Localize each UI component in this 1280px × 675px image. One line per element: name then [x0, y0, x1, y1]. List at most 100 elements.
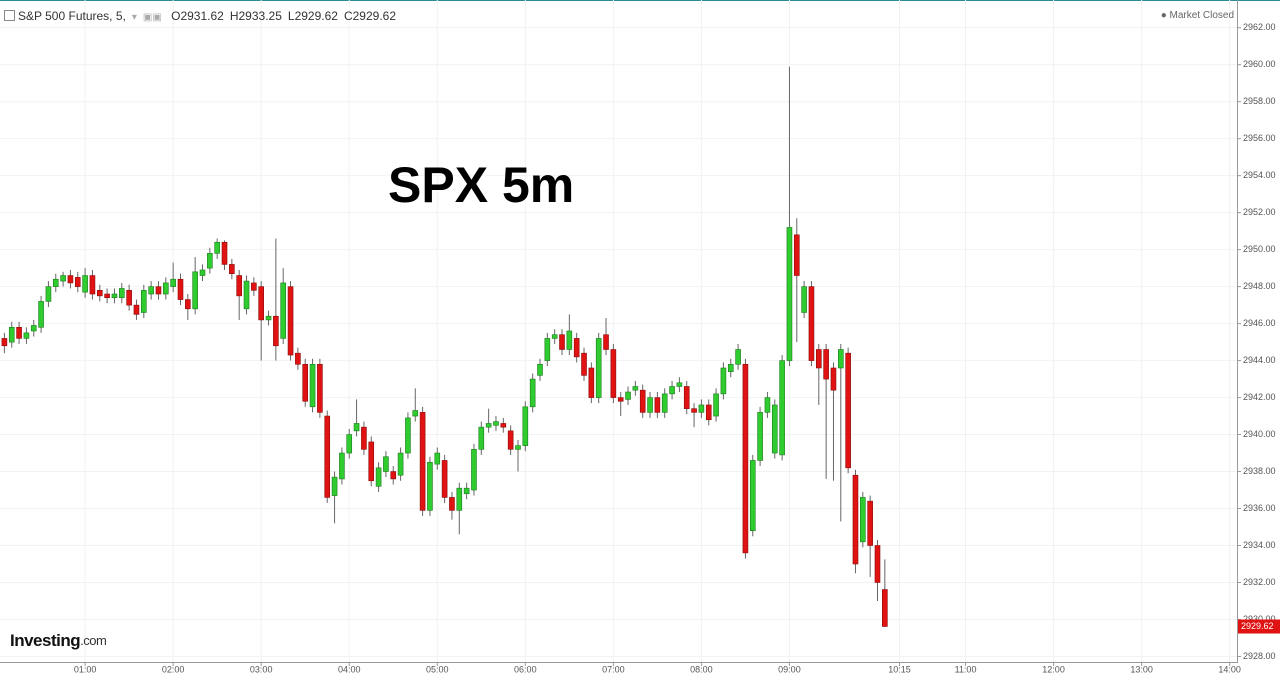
- y-tick-label: 2930.00: [1243, 614, 1276, 624]
- x-tick-label: 04:00: [338, 664, 361, 674]
- candle-body: [713, 393, 719, 417]
- candle-body: [852, 474, 859, 565]
- candle-body: [331, 476, 338, 496]
- candle-body: [133, 304, 140, 315]
- annotation: SPX 5m: [388, 157, 574, 213]
- ohlc-close: C2929.62: [343, 9, 396, 23]
- y-tick-label: 2960.00: [1243, 59, 1276, 69]
- candle-body: [500, 423, 507, 428]
- candle-body: [617, 397, 624, 402]
- y-tick-label: 2944.00: [1243, 355, 1276, 365]
- price-tag: [1238, 619, 1280, 634]
- ohlc-open: O2931.62: [171, 9, 224, 23]
- y-tick-label: 2946.00: [1243, 318, 1276, 328]
- candle-body: [229, 264, 235, 274]
- y-tick-label: 2928.00: [1243, 651, 1276, 661]
- candle-body: [8, 327, 15, 343]
- candle-body: [573, 338, 580, 358]
- candle-body: [339, 452, 345, 480]
- header: S&P 500 Futures, 5, ▾ ▣▣ O2931.62 H2933.25 L…: [4, 9, 402, 23]
- status-text: Market Closed: [1169, 10, 1234, 21]
- y-tick-label: 2956.00: [1243, 133, 1276, 143]
- candle-body: [361, 426, 367, 450]
- candle-body: [111, 293, 118, 299]
- x-tick-label: 13:00: [1130, 664, 1153, 674]
- y-tick-label: 2952.00: [1243, 207, 1276, 217]
- candle-body: [346, 434, 353, 454]
- y-tick-label: 2940.00: [1243, 429, 1276, 439]
- candle-body: [471, 449, 477, 491]
- candle-body: [441, 460, 448, 498]
- candle-body: [67, 275, 74, 284]
- candle-body: [287, 286, 294, 356]
- candle-body: [698, 404, 705, 413]
- collapse-icon[interactable]: [4, 10, 15, 21]
- candle-body: [735, 349, 741, 365]
- y-tick-label: 2942.00: [1243, 392, 1276, 402]
- candle-body: [867, 500, 873, 546]
- candle-body: [82, 275, 88, 293]
- x-tick-label: 14:00: [1218, 664, 1241, 674]
- candle-body: [309, 363, 316, 408]
- y-tick-label: 2950.00: [1243, 244, 1276, 254]
- brand-suffix: .com: [80, 633, 106, 648]
- candle-body: [522, 406, 529, 446]
- candle-body: [397, 452, 404, 476]
- brand-logo: Investing.com: [10, 631, 106, 650]
- y-tick-label: 2934.00: [1243, 540, 1276, 550]
- candle-body: [727, 363, 734, 372]
- x-tick-label: 11:00: [955, 664, 977, 674]
- candle-body: [199, 269, 206, 276]
- candle-body: [654, 397, 661, 413]
- candle-body: [60, 275, 66, 282]
- candle-body: [104, 293, 110, 299]
- candle-body: [427, 461, 433, 511]
- y-tick-label: 2958.00: [1243, 96, 1276, 106]
- candle-body: [126, 290, 132, 306]
- candle-body: [493, 421, 499, 426]
- candle-body: [295, 352, 301, 365]
- candle-body: [155, 286, 162, 295]
- candle-body: [639, 389, 646, 413]
- candle-body: [456, 487, 463, 511]
- candle-body: [669, 386, 675, 395]
- x-tick-label: 07:00: [602, 664, 625, 674]
- candle-body: [830, 367, 837, 391]
- market-status: ● Market Closed: [1160, 10, 1234, 21]
- candle-body: [89, 275, 96, 295]
- x-tick-label: 06:00: [514, 664, 537, 674]
- brand-name: Investing: [10, 631, 80, 650]
- candle-body: [779, 360, 785, 456]
- candle-body: [412, 410, 419, 417]
- candle-body: [45, 286, 52, 302]
- candle-body: [353, 423, 360, 432]
- candle-body: [771, 404, 778, 454]
- candle-body: [375, 467, 382, 487]
- price-tag-label: 2929.62: [1241, 621, 1274, 631]
- candle-body: [324, 415, 331, 498]
- candle-body: [251, 282, 257, 291]
- x-tick-label: 03:00: [250, 664, 273, 674]
- candle-body: [192, 271, 198, 310]
- candle-body: [419, 412, 426, 511]
- candle-body: [581, 352, 587, 376]
- candle-body: [793, 234, 800, 276]
- candle-body: [38, 301, 44, 328]
- candle-body: [383, 456, 389, 472]
- candle-body: [749, 460, 756, 532]
- candle-body: [537, 363, 543, 376]
- candle-body: [449, 497, 455, 511]
- candle-body: [317, 363, 323, 413]
- y-tick-label: 2938.00: [1243, 466, 1276, 476]
- ohlc-low: L2929.62: [287, 9, 338, 23]
- candle-body: [302, 363, 309, 402]
- y-tick-label: 2962.00: [1243, 22, 1276, 32]
- candle-body: [874, 545, 881, 583]
- candle-body: [280, 282, 287, 339]
- candle-body: [683, 386, 690, 409]
- settings-icons[interactable]: ▣▣: [142, 12, 162, 23]
- dropdown[interactable]: ▾: [131, 12, 137, 23]
- candle-body: [801, 286, 807, 313]
- symbol: S&P 500 Futures, 5,: [18, 9, 126, 23]
